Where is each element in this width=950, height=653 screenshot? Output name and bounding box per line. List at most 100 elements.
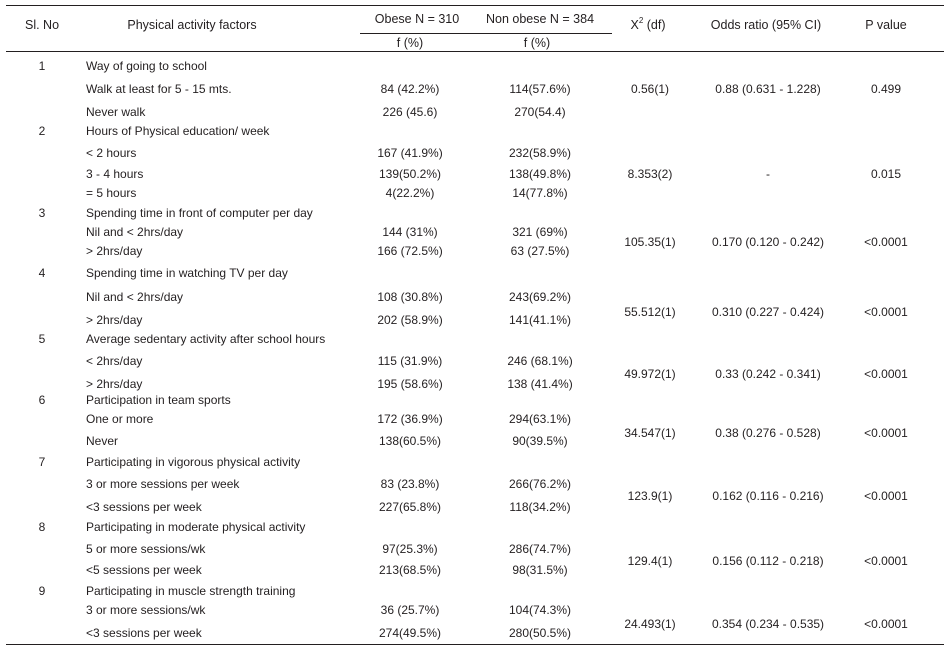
factor-title: Hours of Physical education/ week [86, 124, 270, 138]
obese-count: 195 (58.6%) [377, 377, 443, 391]
factor-title: Way of going to school [86, 59, 207, 73]
header-nonobese-fpct: f (%) [523, 36, 551, 50]
nonobese-count: 321 (69%) [512, 225, 568, 239]
nonobese-count: 118(34.2%) [509, 500, 571, 514]
factor-title: Spending time in front of computer per d… [86, 206, 313, 220]
obese-count: 108 (30.8%) [377, 290, 443, 304]
obese-count: 139(50.2%) [378, 167, 442, 181]
nonobese-count: 63 (27.5%) [510, 244, 570, 258]
chi-square-value: 105.35(1) [624, 235, 676, 249]
p-value: <0.0001 [864, 617, 908, 631]
chi-square-value: 123.9(1) [627, 489, 673, 503]
nonobese-count: 138 (41.4%) [507, 377, 573, 391]
row-number: 2 [38, 124, 46, 138]
factor-title: Participating in moderate physical activ… [86, 520, 306, 534]
chi-square-value: 24.493(1) [624, 617, 676, 631]
category-label: <3 sessions per week [86, 626, 202, 640]
odds-ratio-value: - [766, 167, 770, 181]
chi-square-value: 129.4(1) [627, 554, 673, 568]
nonobese-count: 114(57.6%) [509, 82, 571, 96]
chi-square-value: 0.56(1) [630, 82, 670, 96]
obese-count: 83 (23.8%) [380, 477, 440, 491]
chi-square-value: 34.547(1) [624, 426, 676, 440]
obese-count: 115 (31.9%) [377, 354, 443, 368]
category-label: > 2hrs/day [86, 377, 143, 391]
odds-ratio-value: 0.354 (0.234 - 0.535) [711, 617, 825, 631]
odds-ratio-value: 0.170 (0.120 - 0.242) [711, 235, 825, 249]
p-value: 0.015 [870, 167, 902, 181]
nonobese-count: 294(63.1%) [508, 412, 572, 426]
category-label: Never walk [86, 105, 146, 119]
category-label: 5 or more sessions/wk [86, 542, 206, 556]
header-bottom-rule [6, 51, 944, 52]
nonobese-count: 138(49.8%) [508, 167, 572, 181]
p-value: <0.0001 [864, 305, 908, 319]
header-factors: Physical activity factors [127, 18, 257, 32]
obese-count: 84 (42.2%) [380, 82, 440, 96]
obese-count: 36 (25.7%) [380, 603, 440, 617]
header-odds-ratio: Odds ratio (95% CI) [710, 18, 822, 32]
header-obese: Obese N = 310 [374, 12, 460, 26]
bottom-rule [6, 644, 944, 645]
p-value: <0.0001 [864, 489, 908, 503]
odds-ratio-value: 0.162 (0.116 - 0.216) [712, 489, 824, 503]
obese-count: 213(68.5%) [378, 563, 442, 577]
obese-count: 172 (36.9%) [377, 412, 443, 426]
obese-count: 166 (72.5%) [377, 244, 443, 258]
row-number: 5 [38, 332, 46, 346]
factor-title: Participation in team sports [86, 393, 231, 407]
obese-count: 167 (41.9%) [377, 146, 443, 160]
row-number: 1 [38, 59, 46, 73]
category-label: Nil and < 2hrs/day [86, 290, 184, 304]
p-value: <0.0001 [864, 426, 908, 440]
header-sl-no: Sl. No [24, 18, 60, 32]
nonobese-count: 280(50.5%) [508, 626, 572, 640]
nonobese-count: 270(54.4) [514, 105, 566, 119]
obese-count: 97(25.3%) [382, 542, 438, 556]
obese-count: 274(49.5%) [378, 626, 442, 640]
category-label: = 5 hours [86, 186, 137, 200]
category-label: > 2hrs/day [86, 244, 143, 258]
odds-ratio-value: 0.156 (0.112 - 0.218) [712, 554, 824, 568]
nonobese-count: 141(41.1%) [508, 313, 572, 327]
obese-count: 202 (58.9%) [377, 313, 443, 327]
top-rule [6, 5, 944, 6]
chi-square-value: 55.512(1) [624, 305, 676, 319]
p-value: 0.499 [870, 82, 902, 96]
row-number: 6 [38, 393, 46, 407]
category-label: 3 - 4 hours [86, 167, 144, 181]
category-label: 3 or more sessions/wk [86, 603, 206, 617]
nonobese-count: 286(74.7%) [508, 542, 572, 556]
category-label: <5 sessions per week [86, 563, 202, 577]
p-value: <0.0001 [864, 235, 908, 249]
obese-count: 226 (45.6) [382, 105, 438, 119]
nonobese-count: 90(39.5%) [512, 434, 568, 448]
category-label: One or more [86, 412, 154, 426]
row-number: 9 [38, 584, 46, 598]
chi-square-value: 49.972(1) [624, 367, 676, 381]
obese-count: 144 (31%) [382, 225, 438, 239]
nonobese-count: 14(77.8%) [512, 186, 568, 200]
p-value: <0.0001 [864, 554, 908, 568]
odds-ratio-value: 0.310 (0.227 - 0.424) [711, 305, 825, 319]
category-label: < 2hrs/day [86, 354, 143, 368]
nonobese-count: 104(74.3%) [508, 603, 572, 617]
factor-title: Spending time in watching TV per day [86, 266, 288, 280]
header-obese-fpct: f (%) [396, 36, 424, 50]
odds-ratio-value: 0.38 (0.276 - 0.528) [715, 426, 821, 440]
odds-ratio-value: 0.88 (0.631 - 1.228) [715, 82, 821, 96]
nonobese-count: 246 (68.1%) [507, 354, 573, 368]
nonobese-count: 98(31.5%) [512, 563, 568, 577]
row-number: 7 [38, 455, 46, 469]
nonobese-count: 266(76.2%) [508, 477, 572, 491]
row-number: 3 [38, 206, 46, 220]
row-number: 4 [38, 266, 46, 280]
category-label: > 2hrs/day [86, 313, 143, 327]
factor-title: Average sedentary activity after school … [86, 332, 326, 346]
factor-title: Participating in muscle strength trainin… [86, 584, 296, 598]
category-label: Nil and < 2hrs/day [86, 225, 184, 239]
factor-title: Participating in vigorous physical activ… [86, 455, 301, 469]
category-label: <3 sessions per week [86, 500, 202, 514]
nonobese-count: 243(69.2%) [508, 290, 572, 304]
category-label: < 2 hours [86, 146, 137, 160]
